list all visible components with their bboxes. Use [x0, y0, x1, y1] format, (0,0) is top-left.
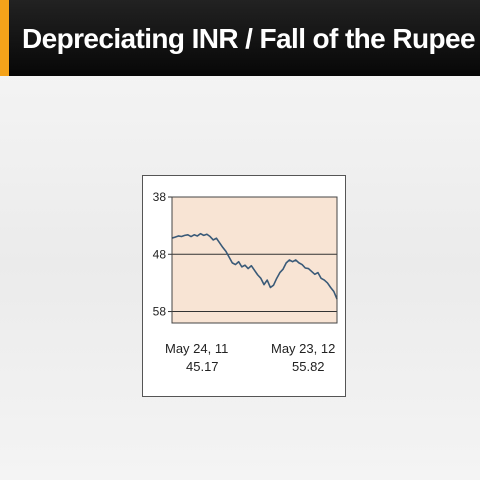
x-end-date-label: May 23, 12: [271, 341, 335, 356]
title-accent-stripe: [0, 0, 9, 76]
x-start-date-label: May 24, 11: [165, 341, 228, 356]
y-tick-label-38: 38: [153, 190, 167, 204]
slide-title: Depreciating INR / Fall of the Rupee: [22, 23, 476, 54]
rupee-chart: 38 48 58 May 24, 11 45.17 May 23, 12 55.82: [142, 175, 346, 397]
y-tick-label-58: 58: [153, 305, 167, 319]
plot-area: [172, 197, 337, 323]
y-tick-label-48: 48: [153, 247, 167, 261]
x-end-value-label: 55.82: [292, 359, 325, 374]
slide-title-bar: Depreciating INR / Fall of the Rupee: [0, 0, 480, 76]
chart-canvas: 38 48 58 May 24, 11 45.17 May 23, 12 55.82: [153, 190, 338, 374]
series-line: [171, 232, 338, 300]
y-axis-ticks: 38 48 58: [153, 190, 172, 319]
plot-frame: [171, 196, 338, 324]
x-start-value-label: 45.17: [186, 359, 219, 374]
